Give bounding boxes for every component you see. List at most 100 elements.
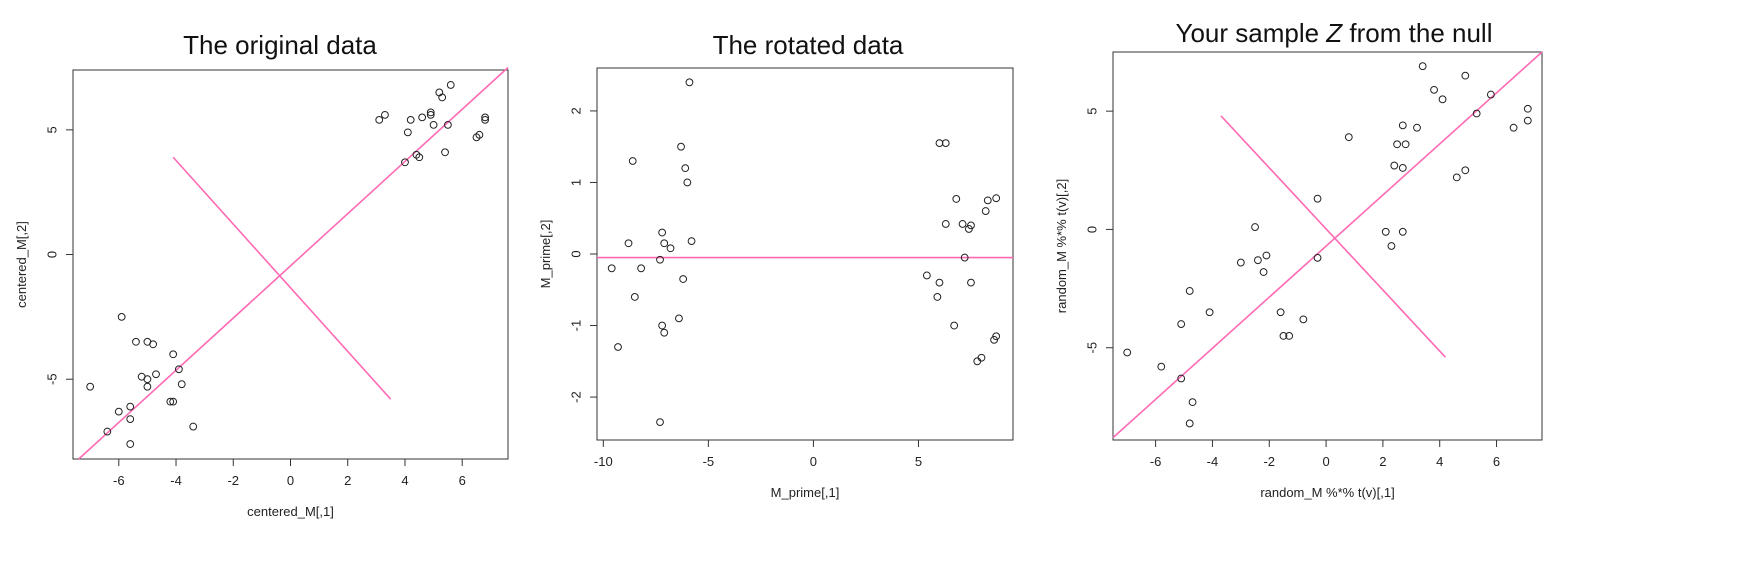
- plot-frame: [72, 69, 509, 460]
- data-point: [660, 239, 669, 248]
- data-point: [1236, 258, 1245, 267]
- y-tick-label: 5: [1084, 108, 1099, 115]
- data-point: [126, 415, 135, 424]
- data-point: [1452, 173, 1461, 182]
- x-tick-label: 0: [1322, 454, 1329, 469]
- data-point: [1177, 374, 1186, 383]
- data-point: [685, 78, 694, 87]
- data-point: [1401, 140, 1410, 149]
- data-point: [1438, 95, 1447, 104]
- data-point: [426, 108, 435, 117]
- data-point: [441, 148, 449, 157]
- data-point: [1285, 332, 1294, 340]
- data-point: [983, 196, 992, 205]
- data-point: [992, 194, 1001, 203]
- y-tick-label: 0: [44, 251, 59, 258]
- data-point: [177, 380, 186, 389]
- data-point: [481, 113, 490, 122]
- data-point: [415, 153, 424, 162]
- data-point: [687, 237, 696, 246]
- data-point: [1185, 419, 1194, 428]
- data-point: [406, 115, 415, 124]
- data-point: [126, 440, 135, 448]
- chart-panel-original: The original data -6 -4 -2 0 2 4 6 -5 0 5 centered…: [0, 0, 560, 583]
- x-tick-label: -6: [1150, 454, 1162, 469]
- data-point: [1157, 362, 1166, 371]
- data-point: [1188, 398, 1197, 407]
- fit-line: [78, 66, 509, 460]
- data-point: [446, 81, 455, 89]
- x-tick-label: 4: [1436, 454, 1443, 469]
- y-axis-label: M_prime[,2]: [538, 220, 553, 289]
- x-tick-label: 0: [810, 454, 817, 469]
- data-point: [1279, 332, 1288, 340]
- y-tick-label: 2: [568, 107, 583, 114]
- data-point: [658, 321, 667, 330]
- data-point: [666, 244, 675, 253]
- data-point: [628, 157, 637, 165]
- data-point: [438, 93, 447, 102]
- data-point: [1259, 268, 1268, 276]
- title-suffix: from the null: [1342, 18, 1493, 48]
- x-axis-label: random_M %*% t(v)[,1]: [1260, 485, 1394, 500]
- data-point: [973, 357, 982, 366]
- data-point: [656, 418, 664, 427]
- data-point: [1185, 287, 1194, 295]
- data-point: [922, 271, 931, 280]
- y-axis-label: centered_M[,2]: [14, 221, 29, 308]
- data-point: [166, 397, 175, 406]
- x-tick-label: 4: [401, 473, 408, 488]
- fit-line: [1112, 51, 1543, 439]
- data-point: [174, 365, 183, 374]
- chart-title: Your sample Z from the null: [1054, 18, 1614, 49]
- data-point: [475, 130, 484, 139]
- y-tick-label: -1: [568, 320, 583, 332]
- data-point: [1486, 90, 1495, 99]
- data-point: [660, 328, 669, 337]
- data-point: [1177, 320, 1186, 328]
- data-point: [935, 139, 944, 148]
- data-point: [1398, 164, 1407, 172]
- data-point: [481, 115, 490, 124]
- data-point: [675, 314, 683, 323]
- data-point: [1381, 227, 1390, 236]
- scatter-plot-null-sample: -6 -4 -2 0 2 4 6 -5 0 5 random_M %*% t(v)[,1] rando…: [1054, 51, 1543, 500]
- data-point: [86, 382, 95, 391]
- data-point: [952, 195, 961, 203]
- data-point: [656, 255, 664, 264]
- x-tick-label: -5: [703, 454, 715, 469]
- chart-title: The original data: [183, 30, 377, 60]
- data-point: [1123, 348, 1132, 357]
- x-tick-label: 6: [1493, 454, 1500, 469]
- data-point: [1299, 315, 1308, 324]
- x-tick-label: 0: [287, 473, 294, 488]
- data-point: [1413, 123, 1421, 132]
- x-tick-label: -2: [227, 473, 239, 488]
- data-point: [1313, 194, 1322, 203]
- y-tick-label: 1: [568, 179, 583, 186]
- data-point: [169, 350, 178, 359]
- data-point: [1472, 109, 1481, 118]
- data-point: [1253, 256, 1262, 265]
- x-axis-label: centered_M[,1]: [247, 504, 334, 519]
- data-point: [941, 139, 950, 148]
- x-tick-label: -4: [1207, 454, 1219, 469]
- data-point: [658, 228, 667, 237]
- data-point: [169, 397, 178, 406]
- title-prefix: Your sample: [1175, 18, 1327, 48]
- data-point: [614, 343, 622, 351]
- data-point: [126, 402, 135, 411]
- data-point: [1205, 308, 1214, 317]
- data-point: [143, 375, 152, 384]
- data-point: [132, 337, 140, 346]
- data-point: [444, 120, 452, 129]
- data-point: [1393, 140, 1402, 149]
- data-point: [1523, 104, 1532, 113]
- data-point: [1461, 166, 1470, 175]
- data-point: [1251, 223, 1259, 231]
- data-point: [1523, 116, 1532, 125]
- data-point: [950, 321, 959, 330]
- data-point: [992, 332, 1001, 341]
- x-tick-label: 5: [915, 454, 922, 469]
- data-point: [1430, 85, 1438, 94]
